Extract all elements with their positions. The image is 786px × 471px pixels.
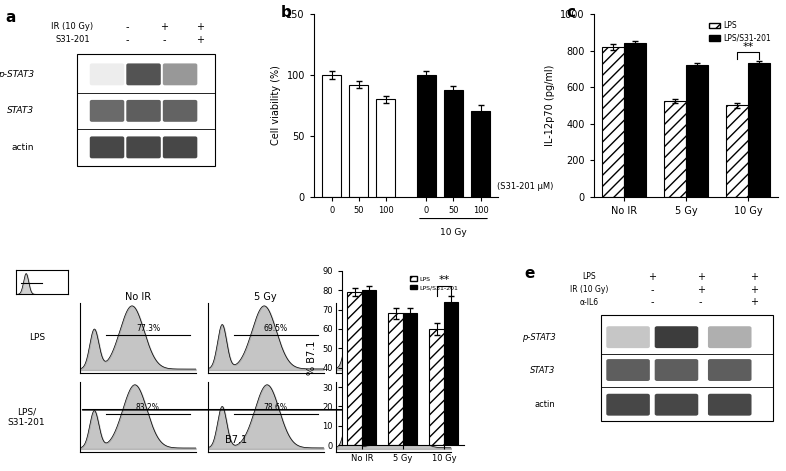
Bar bbox=[347, 292, 362, 445]
Title: 5 Gy: 5 Gy bbox=[255, 292, 277, 302]
FancyBboxPatch shape bbox=[655, 326, 698, 348]
Text: actin: actin bbox=[534, 400, 556, 409]
FancyBboxPatch shape bbox=[708, 326, 751, 348]
Bar bbox=[417, 75, 436, 197]
FancyBboxPatch shape bbox=[655, 394, 698, 415]
Bar bbox=[349, 85, 369, 197]
Text: **: ** bbox=[743, 41, 754, 51]
Title: 10 Gy: 10 Gy bbox=[379, 292, 408, 302]
FancyBboxPatch shape bbox=[163, 137, 197, 158]
Y-axis label: IL-12p70 (pg/ml): IL-12p70 (pg/ml) bbox=[545, 65, 555, 146]
Bar bbox=[388, 313, 403, 445]
Text: 75.7%: 75.7% bbox=[391, 403, 416, 412]
FancyBboxPatch shape bbox=[163, 100, 197, 122]
FancyBboxPatch shape bbox=[163, 64, 197, 85]
Text: (S31-201 μM): (S31-201 μM) bbox=[497, 181, 553, 191]
Y-axis label: % B7.1: % B7.1 bbox=[307, 341, 317, 375]
Text: 83.2%: 83.2% bbox=[136, 403, 160, 412]
Bar bbox=[686, 65, 707, 197]
Bar bbox=[748, 64, 769, 197]
FancyBboxPatch shape bbox=[127, 100, 161, 122]
Bar bbox=[322, 75, 341, 197]
Text: actin: actin bbox=[12, 143, 34, 152]
Bar bbox=[403, 313, 417, 445]
Bar bbox=[471, 112, 490, 197]
Text: +: + bbox=[750, 298, 758, 308]
Text: IR (10 Gy): IR (10 Gy) bbox=[51, 23, 94, 32]
Bar bbox=[444, 302, 458, 445]
FancyBboxPatch shape bbox=[127, 137, 161, 158]
Y-axis label: Cell viability (%): Cell viability (%) bbox=[271, 65, 281, 146]
Bar bbox=[602, 47, 624, 197]
FancyBboxPatch shape bbox=[606, 326, 650, 348]
Text: c: c bbox=[566, 5, 575, 20]
Bar bbox=[76, 54, 215, 166]
Text: -: - bbox=[126, 22, 129, 32]
FancyBboxPatch shape bbox=[708, 394, 751, 415]
Text: a: a bbox=[6, 10, 16, 25]
Text: α-IL6: α-IL6 bbox=[580, 298, 599, 307]
Text: +: + bbox=[750, 272, 758, 282]
Text: +: + bbox=[648, 272, 656, 282]
Text: 10 Gy: 10 Gy bbox=[440, 228, 467, 237]
Bar bbox=[624, 43, 645, 197]
Text: +: + bbox=[196, 22, 204, 32]
Bar bbox=[376, 99, 395, 197]
Text: -: - bbox=[162, 35, 166, 45]
Text: STAT3: STAT3 bbox=[530, 365, 556, 374]
Legend: LPS, LPS/S31-201: LPS, LPS/S31-201 bbox=[706, 18, 774, 46]
Text: +: + bbox=[696, 272, 705, 282]
FancyBboxPatch shape bbox=[708, 359, 751, 381]
Text: p-STAT3: p-STAT3 bbox=[0, 70, 34, 79]
FancyBboxPatch shape bbox=[606, 359, 650, 381]
Title: No IR: No IR bbox=[125, 292, 151, 302]
Legend: LPS, LPS/S31-201: LPS, LPS/S31-201 bbox=[407, 274, 461, 293]
FancyBboxPatch shape bbox=[90, 64, 124, 85]
Bar bbox=[601, 315, 773, 421]
Text: +: + bbox=[750, 285, 758, 295]
Text: p-STAT3: p-STAT3 bbox=[522, 333, 556, 341]
Text: -: - bbox=[651, 298, 654, 308]
Text: 62.2%: 62.2% bbox=[391, 324, 416, 333]
Text: b: b bbox=[281, 5, 292, 20]
Text: 78.6%: 78.6% bbox=[264, 403, 288, 412]
Text: IR (10 Gy): IR (10 Gy) bbox=[570, 285, 608, 294]
Text: +: + bbox=[160, 22, 168, 32]
Bar bbox=[664, 101, 686, 197]
Bar bbox=[429, 329, 444, 445]
Text: LPS: LPS bbox=[582, 272, 596, 282]
FancyBboxPatch shape bbox=[655, 359, 698, 381]
Text: B7.1: B7.1 bbox=[225, 435, 247, 445]
Text: 77.3%: 77.3% bbox=[136, 324, 160, 333]
Text: -: - bbox=[651, 285, 654, 295]
Text: 69.5%: 69.5% bbox=[263, 324, 288, 333]
FancyBboxPatch shape bbox=[90, 100, 124, 122]
FancyBboxPatch shape bbox=[127, 64, 161, 85]
Bar bbox=[444, 89, 463, 197]
Bar bbox=[362, 290, 376, 445]
Text: STAT3: STAT3 bbox=[7, 106, 34, 115]
Text: LPS: LPS bbox=[29, 333, 45, 342]
Text: -: - bbox=[699, 298, 703, 308]
Text: +: + bbox=[696, 285, 705, 295]
Text: S31-201: S31-201 bbox=[55, 35, 90, 44]
Bar bbox=[726, 106, 748, 197]
FancyBboxPatch shape bbox=[90, 137, 124, 158]
Text: LPS/
S31-201: LPS/ S31-201 bbox=[7, 407, 45, 427]
Text: -: - bbox=[126, 35, 129, 45]
Text: +: + bbox=[196, 35, 204, 45]
Text: e: e bbox=[524, 266, 534, 281]
Text: **: ** bbox=[439, 276, 450, 285]
FancyBboxPatch shape bbox=[606, 394, 650, 415]
